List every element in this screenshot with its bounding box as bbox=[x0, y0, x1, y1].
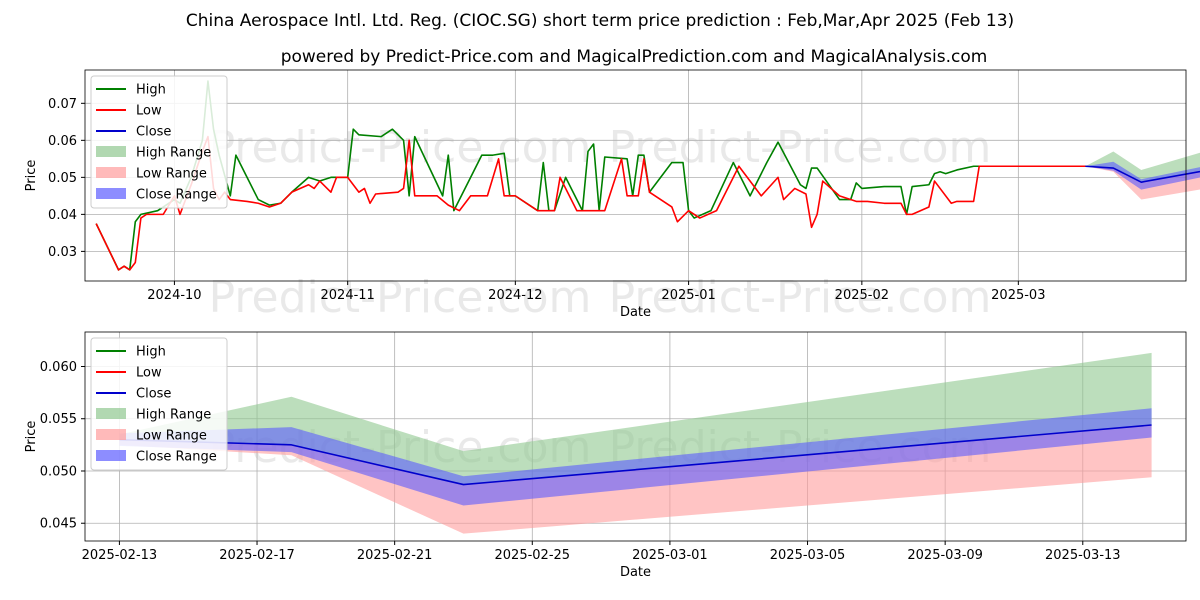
plot-frame bbox=[84, 69, 1187, 282]
x-tick-label: 2024-12 bbox=[488, 288, 542, 303]
legend-label: Low bbox=[136, 366, 162, 381]
legend-label: Low Range bbox=[136, 429, 207, 444]
legend-label: High Range bbox=[136, 408, 211, 423]
legend-label: Close Range bbox=[136, 450, 217, 465]
y-axis-label: Price bbox=[24, 160, 39, 192]
legend: High Low Close High Range Low Range Close Ran… bbox=[90, 337, 228, 471]
x-tick-label: 2024-10 bbox=[147, 288, 201, 303]
x-tick-label: 2025-03-13 bbox=[1045, 548, 1121, 563]
y-tick-label: 0.06 bbox=[48, 134, 77, 149]
x-tick-label: 2025-03-05 bbox=[770, 548, 846, 563]
tick-labels: 2024-10 2024-11 2024-12 2025-01 2025-02 2025-… bbox=[48, 97, 1045, 303]
high-line bbox=[95, 80, 1086, 271]
watermark-group: Predict-Price.com Predict-Price.com Pred… bbox=[209, 122, 992, 323]
legend-swatch-close-range bbox=[96, 450, 126, 461]
legend-label: High bbox=[136, 83, 166, 98]
x-tick-label: 2025-02-21 bbox=[357, 548, 433, 563]
x-tick-label: 2025-03 bbox=[991, 288, 1045, 303]
legend-label: Close Range bbox=[136, 188, 217, 203]
series-lines bbox=[95, 80, 1200, 271]
x-tick-label: 2025-02-17 bbox=[219, 548, 295, 563]
y-tick-label: 0.045 bbox=[40, 517, 77, 532]
range-bands bbox=[119, 352, 1152, 534]
x-tick-label: 2024-11 bbox=[321, 288, 375, 303]
x-tick-label: 2025-02-13 bbox=[82, 548, 158, 563]
tick-labels: 2025-02-13 2025-02-17 2025-02-21 2025-02-25… bbox=[40, 360, 1121, 563]
watermark: Predict-Price.com bbox=[609, 272, 992, 323]
y-tick-label: 0.03 bbox=[48, 245, 77, 260]
bottom-panel: Predict-Price.com Predict-Price.com 2025… bbox=[24, 331, 1187, 580]
plot-frame bbox=[84, 331, 1187, 542]
x-tick-label: 2025-01 bbox=[661, 288, 715, 303]
top-panel: Predict-Price.com Predict-Price.com Pred… bbox=[24, 69, 1200, 323]
y-tick-label: 0.060 bbox=[40, 360, 77, 375]
x-tick-label: 2025-03-01 bbox=[632, 548, 708, 563]
legend-label: Low bbox=[136, 104, 162, 119]
legend-label: High Range bbox=[136, 146, 211, 161]
y-tick-label: 0.055 bbox=[40, 412, 77, 427]
legend-swatch-high-range bbox=[96, 408, 126, 419]
x-axis-label: Date bbox=[620, 565, 651, 580]
x-tick-label: 2025-02-25 bbox=[495, 548, 571, 563]
legend-label: Low Range bbox=[136, 167, 207, 182]
chart-subtitle: powered by Predict-Price.com and Magical… bbox=[281, 47, 988, 67]
close-range-band bbox=[119, 408, 1152, 506]
legend-swatch-low-range bbox=[96, 167, 126, 178]
y-tick-label: 0.04 bbox=[48, 208, 77, 223]
legend-swatch-high-range bbox=[96, 146, 126, 157]
x-axis-label: Date bbox=[620, 305, 651, 320]
watermark: Predict-Price.com bbox=[209, 272, 592, 323]
watermark: Predict-Price.com bbox=[609, 122, 992, 173]
legend: High Low Close High Range Low Range Close Ran… bbox=[90, 75, 228, 209]
y-axis-label: Price bbox=[24, 421, 39, 453]
legend-swatch-close-range bbox=[96, 188, 126, 199]
legend-label: High bbox=[136, 345, 166, 360]
legend-swatch-low-range bbox=[96, 429, 126, 440]
y-tick-label: 0.07 bbox=[48, 97, 77, 112]
x-tick-label: 2025-03-09 bbox=[907, 548, 983, 563]
legend-label: Close bbox=[136, 387, 171, 402]
y-tick-label: 0.050 bbox=[40, 464, 77, 479]
y-tick-label: 0.05 bbox=[48, 171, 77, 186]
x-tick-label: 2025-02 bbox=[835, 288, 889, 303]
watermark: Predict-Price.com bbox=[209, 122, 592, 173]
chart-title: China Aerospace Intl. Ltd. Reg. (CIOC.SG… bbox=[186, 11, 1014, 31]
legend-label: Close bbox=[136, 125, 171, 140]
